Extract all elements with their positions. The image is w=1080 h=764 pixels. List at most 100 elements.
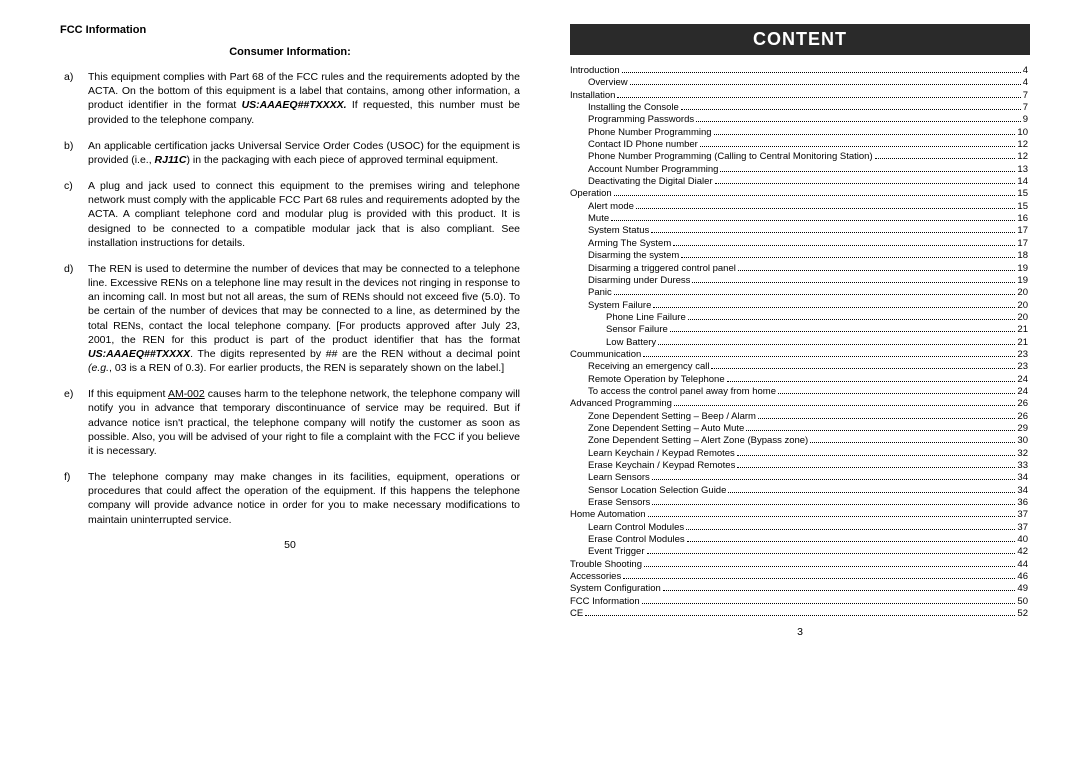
toc-label: Erase Control Modules (588, 534, 685, 546)
toc-page-number: 7 (1023, 102, 1030, 114)
toc-page-number: 12 (1017, 139, 1030, 151)
toc-label: System Failure (588, 300, 651, 312)
paragraph-text: This equipment complies with Part 68 of … (88, 70, 520, 127)
toc-label: Learn Control Modules (588, 522, 684, 534)
toc-page-number: 37 (1017, 522, 1030, 534)
toc-entry: Phone Number Programming (Calling to Cen… (570, 151, 1030, 163)
toc-leader-dots (778, 393, 1015, 394)
toc-entry: Phone Number Programming10 (570, 127, 1030, 139)
paragraph-marker: d) (60, 262, 88, 375)
toc-page-number: 36 (1017, 497, 1030, 509)
toc-label: Phone Number Programming (Calling to Cen… (588, 151, 873, 163)
toc-leader-dots (810, 442, 1015, 443)
toc-page-number: 10 (1017, 127, 1030, 139)
toc-entry: Low Battery21 (570, 337, 1030, 349)
toc-page-number: 15 (1017, 201, 1030, 213)
paragraph-text: If this equipment AM-002 causes harm to … (88, 387, 520, 458)
toc-leader-dots (652, 504, 1015, 505)
toc-entry: Trouble Shooting44 (570, 559, 1030, 571)
toc-entry: Coummunication23 (570, 349, 1030, 361)
toc-label: Coummunication (570, 349, 641, 361)
toc-page-number: 29 (1017, 423, 1030, 435)
toc-label: To access the control panel away from ho… (588, 386, 776, 398)
toc-leader-dots (623, 578, 1015, 579)
toc-entry: Programming Passwords9 (570, 114, 1030, 126)
toc-leader-dots (692, 282, 1015, 283)
toc-leader-dots (738, 270, 1016, 271)
toc-page-number: 46 (1017, 571, 1030, 583)
toc-page-number: 32 (1017, 448, 1030, 460)
toc-page-number: 23 (1017, 361, 1030, 373)
toc-page-number: 18 (1017, 250, 1030, 262)
toc-entry: Account Number Programming13 (570, 164, 1030, 176)
toc-leader-dots (622, 72, 1021, 73)
toc-entry: Disarming the system18 (570, 250, 1030, 262)
paragraph-text: The telephone company may make changes i… (88, 470, 520, 527)
paragraph-marker: f) (60, 470, 88, 527)
toc-page-number: 12 (1017, 151, 1030, 163)
table-of-contents: Introduction4Overview4Installation7Insta… (570, 65, 1030, 620)
toc-page-number: 49 (1017, 583, 1030, 595)
toc-leader-dots (653, 307, 1015, 308)
toc-page-number: 24 (1017, 374, 1030, 386)
toc-entry: Alert mode15 (570, 201, 1030, 213)
toc-leader-dots (658, 344, 1015, 345)
toc-label: Sensor Location Selection Guide (588, 485, 726, 497)
toc-entry: Deactivating the Digital Dialer14 (570, 176, 1030, 188)
toc-entry: Learn Keychain / Keypad Remotes32 (570, 448, 1030, 460)
toc-entry: Zone Dependent Setting – Beep / Alarm26 (570, 411, 1030, 423)
toc-leader-dots (681, 257, 1015, 258)
toc-page-number: 30 (1017, 435, 1030, 447)
toc-leader-dots (715, 183, 1016, 184)
toc-page-number: 20 (1017, 312, 1030, 324)
paragraph-marker: e) (60, 387, 88, 458)
toc-leader-dots (674, 405, 1016, 406)
toc-label: Installing the Console (588, 102, 679, 114)
toc-entry: Erase Keychain / Keypad Remotes 33 (570, 460, 1030, 472)
toc-label: CE (570, 608, 583, 620)
toc-entry: CE52 (570, 608, 1030, 620)
toc-label: Trouble Shooting (570, 559, 642, 571)
toc-label: Installation (570, 90, 615, 102)
toc-leader-dots (585, 615, 1015, 616)
toc-leader-dots (746, 430, 1015, 431)
toc-leader-dots (611, 220, 1015, 221)
toc-page-number: 13 (1017, 164, 1030, 176)
toc-page-number: 24 (1017, 386, 1030, 398)
toc-label: System Status (588, 225, 649, 237)
toc-entry: Installing the Console 7 (570, 102, 1030, 114)
paragraph-list: a)This equipment complies with Part 68 o… (60, 70, 520, 527)
toc-entry: Receiving an emergency call23 (570, 361, 1030, 373)
toc-label: Disarming a triggered control panel (588, 263, 736, 275)
toc-label: Mute (588, 213, 609, 225)
paragraph-item: f)The telephone company may make changes… (60, 470, 520, 527)
toc-leader-dots (651, 232, 1015, 233)
toc-page-number: 7 (1023, 90, 1030, 102)
paragraph-marker: a) (60, 70, 88, 127)
toc-entry: Arming The System17 (570, 238, 1030, 250)
toc-label: Advanced Programming (570, 398, 672, 410)
toc-leader-dots (630, 84, 1021, 85)
toc-label: Operation (570, 188, 612, 200)
toc-leader-dots (720, 171, 1015, 172)
toc-leader-dots (644, 566, 1015, 567)
toc-page-number: 4 (1023, 65, 1030, 77)
toc-leader-dots (727, 381, 1016, 382)
toc-entry: Introduction4 (570, 65, 1030, 77)
toc-label: System Configuration (570, 583, 661, 595)
toc-entry: System Status 17 (570, 225, 1030, 237)
toc-label: Low Battery (606, 337, 656, 349)
toc-page-number: 4 (1023, 77, 1030, 89)
toc-leader-dots (648, 516, 1016, 517)
paragraph-text: A plug and jack used to connect this equ… (88, 179, 520, 250)
toc-entry: System Configuration 49 (570, 583, 1030, 595)
toc-leader-dots (614, 294, 1016, 295)
left-page: FCC Information Consumer Information: a)… (60, 24, 520, 638)
toc-page-number: 33 (1017, 460, 1030, 472)
toc-label: Erase Keychain / Keypad Remotes (588, 460, 735, 472)
toc-entry: Erase Control Modules40 (570, 534, 1030, 546)
toc-label: Overview (588, 77, 628, 89)
toc-page-number: 50 (1017, 596, 1030, 608)
toc-leader-dots (728, 492, 1015, 493)
toc-page-number: 17 (1017, 225, 1030, 237)
